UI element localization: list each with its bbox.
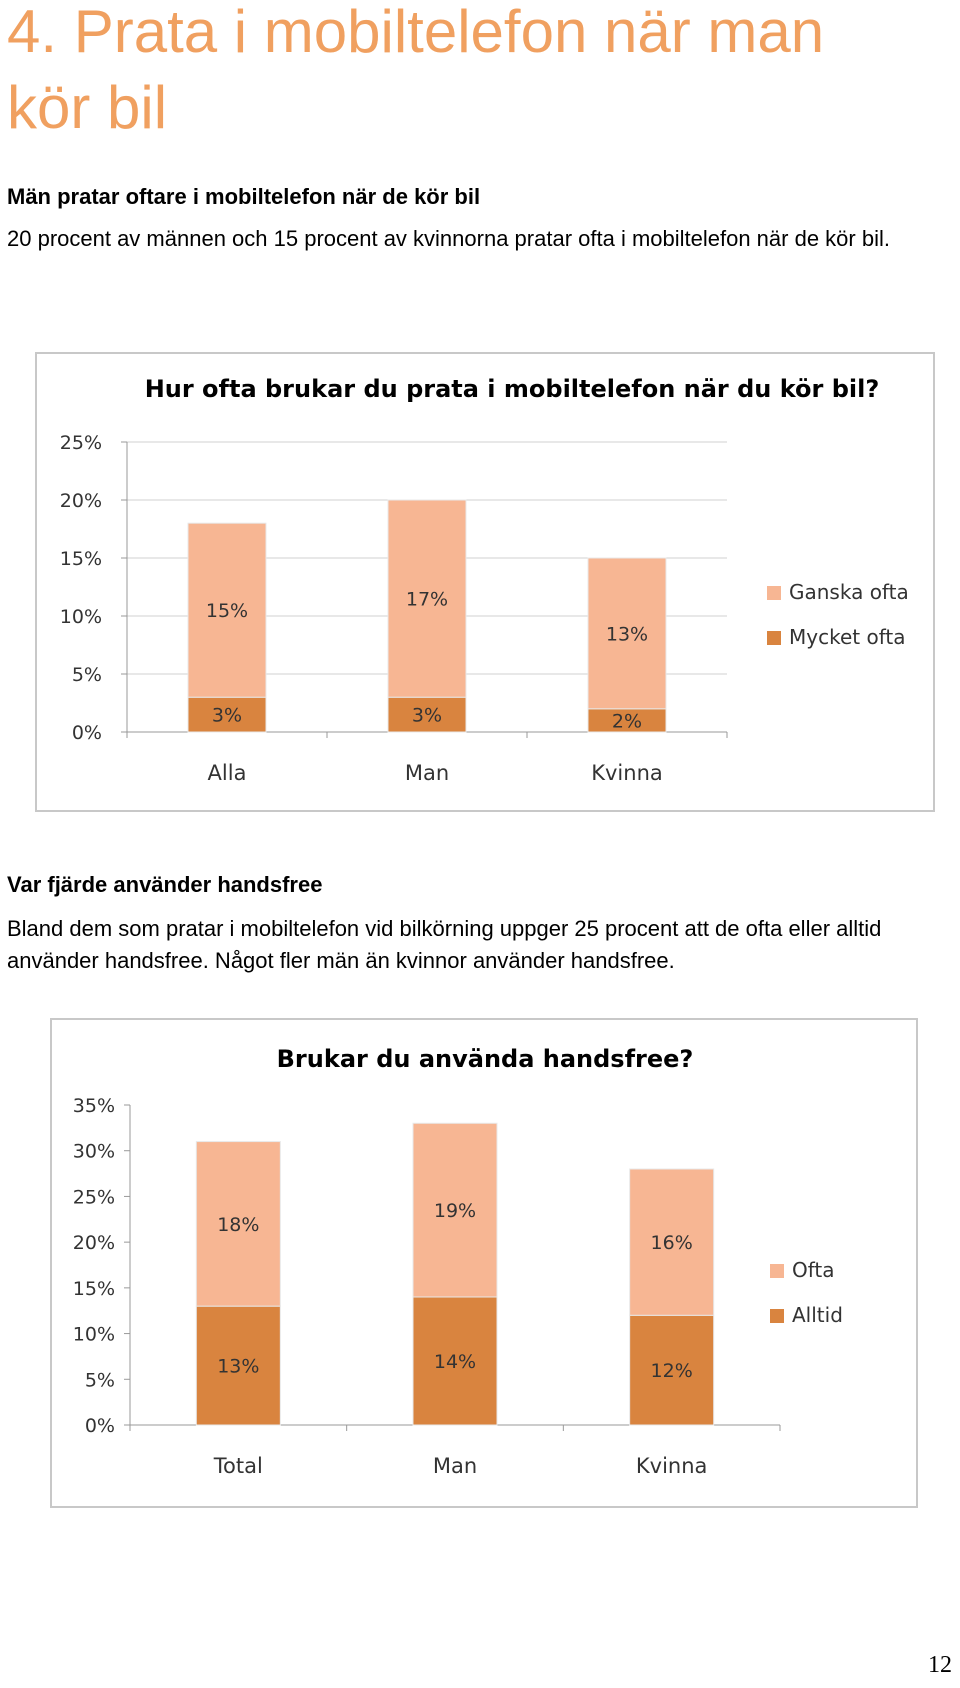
chart2-y-tick-label: 25%: [73, 1186, 115, 1208]
chart2-category-label: Kvinna: [636, 1454, 708, 1478]
chart2-bar-alltid: [629, 1314, 715, 1426]
chart2-y-tick-label: 30%: [73, 1141, 115, 1163]
chart2-data-label: 19%: [434, 1200, 476, 1222]
chart2-y-tick-label: 10%: [73, 1324, 115, 1346]
chart1-category-label: Kvinna: [591, 761, 663, 785]
chart2-category-label: Man: [433, 1454, 477, 1478]
chart2-data-label: 16%: [651, 1232, 693, 1254]
chart2-category-label: Total: [213, 1454, 263, 1478]
chart1-data-label: 17%: [406, 589, 448, 611]
chart2-bar-alltid: [195, 1305, 281, 1426]
chart1-legend-swatch: [767, 586, 781, 600]
chart2-bar-alltid: [412, 1296, 498, 1426]
chart1-data-label: 3%: [212, 705, 242, 727]
chart1-title: Hur ofta brukar du prata i mobiltelefon …: [145, 375, 880, 403]
chart1-data-label: 2%: [612, 710, 642, 732]
chart2-title: Brukar du använda handsfree?: [277, 1045, 694, 1073]
chart1-y-tick-label: 10%: [60, 606, 102, 628]
chart-phone-usage-svg: Hur ofta brukar du prata i mobiltelefon …: [60, 375, 909, 785]
chart2-legend-label: Ofta: [792, 1258, 835, 1282]
chart2-y-tick-label: 35%: [73, 1095, 115, 1117]
section1-heading: Män pratar oftare i mobiltelefon när de …: [7, 184, 481, 209]
chart1-category-label: Man: [405, 761, 449, 785]
chart2-y-tick-label: 20%: [73, 1232, 115, 1254]
chart2-data-label: 14%: [434, 1351, 476, 1373]
section1-paragraph: 20 procent av männen och 15 procent av k…: [7, 226, 890, 251]
chart2-legend-swatch: [770, 1264, 784, 1278]
chart2-bar-ofta: [195, 1141, 281, 1307]
chart1-bar-ganska-ofta: [387, 499, 467, 698]
chart2-data-label: 18%: [217, 1214, 259, 1236]
section2-heading: Var fjärde använder handsfree: [7, 872, 323, 897]
chart-handsfree-svg: Brukar du använda handsfree? 0% 5% 10% 15% 20…: [73, 1045, 843, 1478]
chart2-data-label: 12%: [651, 1360, 693, 1382]
chart1-data-label: 3%: [412, 705, 442, 727]
chart1-legend-label: Mycket ofta: [789, 625, 905, 649]
chart1-y-tick-label: 5%: [72, 664, 102, 686]
chart2-bar-ofta: [629, 1168, 715, 1316]
chart2-y-tick-label: 15%: [73, 1278, 115, 1300]
chart1-data-label: 15%: [206, 600, 248, 622]
chart2-bar-ofta: [412, 1122, 498, 1298]
chart2-data-label: 13%: [217, 1356, 259, 1378]
chart1-y-tick-label: 25%: [60, 432, 102, 454]
chart-handsfree: Brukar du använda handsfree? 0% 5% 10% 15% 20…: [50, 1018, 918, 1508]
chart1-y-tick-label: 15%: [60, 548, 102, 570]
chart1-y-tick-label: 20%: [60, 490, 102, 512]
chart1-category-label: Alla: [208, 761, 247, 785]
page-heading: 4. Prata i mobiltelefon när man kör bil: [7, 0, 825, 141]
chart1-bar-ganska-ofta: [187, 522, 267, 698]
chart-phone-usage: Hur ofta brukar du prata i mobiltelefon …: [35, 352, 935, 812]
chart1-legend-label: Ganska ofta: [789, 580, 909, 604]
page-number: 12: [928, 1652, 952, 1678]
chart2-legend-swatch: [770, 1309, 784, 1323]
chart1-data-label: 13%: [606, 623, 648, 645]
chart1-y-tick-label: 0%: [72, 722, 102, 744]
chart2-legend-label: Alltid: [792, 1303, 843, 1327]
chart2-y-tick-label: 5%: [85, 1369, 115, 1391]
section2-paragraph: Bland dem som pratar i mobiltelefon vid …: [7, 916, 882, 973]
chart2-y-tick-label: 0%: [85, 1415, 115, 1437]
chart1-legend-swatch: [767, 631, 781, 645]
chart1-bar-ganska-ofta: [587, 557, 667, 710]
